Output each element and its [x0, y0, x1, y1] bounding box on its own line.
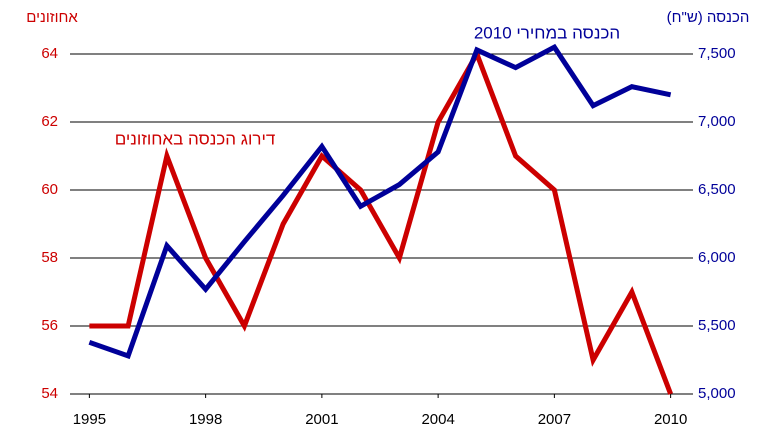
x-tick-label: 2001 — [305, 411, 338, 428]
y-tick-label: 62 — [41, 113, 58, 130]
y2-tick-label: 5,000 — [698, 385, 736, 402]
series-label: הכנסה במחירי 2010 — [474, 23, 620, 42]
y2-tick-label: 6,500 — [698, 181, 736, 198]
y-tick-label: 58 — [41, 249, 58, 266]
series-line — [88, 43, 672, 360]
y-tick-label: 60 — [41, 181, 58, 198]
y2-tick-label: 7,500 — [698, 45, 736, 62]
y-axis-title: אחוזונים — [26, 9, 78, 26]
y-tick-label: 64 — [41, 45, 58, 62]
y-tick-label: 54 — [41, 385, 58, 402]
y2-tick-label: 5,500 — [698, 317, 736, 334]
y-tick-label: 56 — [41, 317, 58, 334]
y2-tick-label: 6,000 — [698, 249, 736, 266]
y2-tick-label: 7,000 — [698, 113, 736, 130]
x-tick-label: 1995 — [73, 411, 106, 428]
y2-axis-title: הכנסה (ש"ח) — [667, 9, 750, 26]
series-label: דירוג הכנסה באחוזונים — [115, 129, 276, 148]
x-tick-label: 2007 — [538, 411, 571, 428]
series-line — [89, 48, 673, 395]
x-tick-label: 1998 — [189, 411, 222, 428]
x-tick-label: 2010 — [654, 411, 687, 428]
x-tick-label: 2004 — [421, 411, 454, 428]
